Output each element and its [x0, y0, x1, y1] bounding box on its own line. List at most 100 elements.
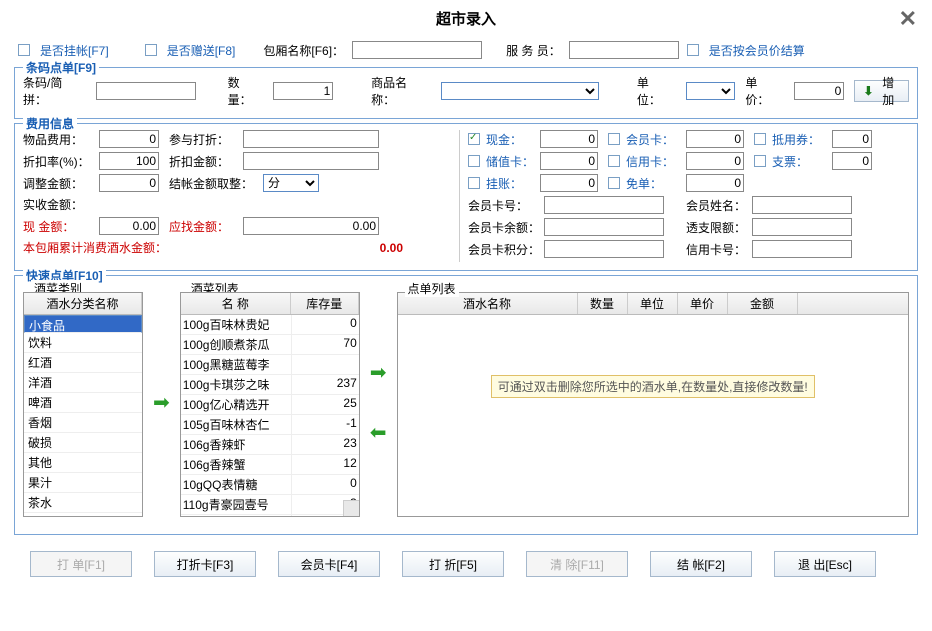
xianjin-r-input[interactable]: [540, 130, 598, 148]
fuwuyuan-label: 服 务 员：: [506, 42, 561, 59]
category-row[interactable]: 洋酒: [24, 373, 142, 393]
zengsong-label: 是否赠送[F8]: [167, 42, 236, 59]
chuzhi-input[interactable]: [540, 152, 598, 170]
diyong-checkbox[interactable]: [754, 133, 766, 145]
kahao-input[interactable]: [544, 196, 664, 214]
zhekoujine-label: 折扣金额：: [169, 153, 239, 170]
shangpin-select[interactable]: [441, 82, 599, 100]
tiaoma-label: 条码/简拼：: [23, 74, 86, 108]
guazhang-checkbox[interactable]: [18, 44, 30, 56]
dadan-button[interactable]: 打 单[F1]: [30, 551, 132, 577]
order-title: 点单列表: [405, 280, 459, 297]
zhekou-input[interactable]: [99, 152, 159, 170]
order-col-header: 数量: [578, 293, 628, 314]
category-list[interactable]: 酒水分类名称 小食品饮料红酒洋酒啤酒香烟破损其他果汁茶水: [23, 292, 143, 517]
canyu-label: 参与打折：: [169, 131, 239, 148]
hint-text: 可通过双击删除您所选中的酒水单,在数量处,直接修改数量!: [491, 375, 815, 398]
dialog-title: 超市录入: [436, 11, 496, 28]
leiji-label: 本包厢累计消费酒水金额：: [23, 239, 167, 256]
close-icon[interactable]: ✕: [899, 8, 917, 30]
canyu-input[interactable]: [243, 130, 379, 148]
miandan-input[interactable]: [686, 174, 744, 192]
wine-row[interactable]: 10gQQ表情糖0: [181, 475, 359, 495]
wine-row[interactable]: 100g创顺煮茶瓜70: [181, 335, 359, 355]
category-row[interactable]: 其他: [24, 453, 142, 473]
touzhi-input[interactable]: [752, 218, 852, 236]
xianjin-checkbox[interactable]: [468, 133, 480, 145]
huiyuanjie-label: 是否按会员价结算: [709, 42, 805, 59]
wine-row[interactable]: 110g青豪园壹号3: [181, 495, 359, 515]
barcode-legend: 条码点单[F9]: [23, 59, 99, 76]
add-button[interactable]: ⬇增加: [854, 80, 909, 102]
shuliang-input[interactable]: [273, 82, 333, 100]
xinyong-input[interactable]: [686, 152, 744, 170]
wine-row[interactable]: 100g百味林贵妃0: [181, 315, 359, 335]
category-row[interactable]: 红酒: [24, 353, 142, 373]
zhekoujine-input[interactable]: [243, 152, 379, 170]
tiaoma-input[interactable]: [96, 82, 196, 100]
huiyuan-input[interactable]: [686, 130, 744, 148]
dazheka-button[interactable]: 打折卡[F3]: [154, 551, 256, 577]
fuwuyuan-input[interactable]: [569, 41, 679, 59]
jiezhang-select[interactable]: 分: [263, 174, 319, 192]
move-left-icon[interactable]: ⬅: [370, 423, 387, 443]
yingzhao-input[interactable]: [243, 217, 379, 235]
yue-input[interactable]: [544, 218, 664, 236]
miandan-checkbox[interactable]: [608, 177, 620, 189]
arrow-right-icon[interactable]: ➡: [153, 393, 170, 413]
xinyong-checkbox[interactable]: [608, 155, 620, 167]
tiaozheng-label: 调整金额：: [23, 175, 95, 192]
category-row[interactable]: 茶水: [24, 493, 142, 513]
category-row[interactable]: 饮料: [24, 333, 142, 353]
xingming-input[interactable]: [752, 196, 852, 214]
dazhe-button[interactable]: 打 折[F5]: [402, 551, 504, 577]
wupin-input[interactable]: [99, 130, 159, 148]
yingzhao-label: 应找金额：: [169, 218, 239, 235]
huiyuan-checkbox[interactable]: [608, 133, 620, 145]
jifen-input[interactable]: [544, 240, 664, 258]
danwei-select[interactable]: [686, 82, 736, 100]
leiji-value: 0.00: [380, 241, 403, 255]
wine-row[interactable]: 106g香辣虾23: [181, 435, 359, 455]
category-row[interactable]: 果汁: [24, 473, 142, 493]
xinyonghao-input[interactable]: [752, 240, 852, 258]
down-arrow-icon: ⬇: [863, 84, 873, 98]
guazhang-r-checkbox[interactable]: [468, 177, 480, 189]
shishou-label: 实收金额：: [23, 196, 95, 213]
wine-list[interactable]: 名 称 库存量 100g百味林贵妃0100g创顺煮茶瓜70100g黑糖蓝莓李10…: [180, 292, 360, 517]
huiyuanjie-checkbox[interactable]: [687, 44, 699, 56]
category-row[interactable]: 香烟: [24, 413, 142, 433]
wine-row[interactable]: 100g黑糖蓝莓李: [181, 355, 359, 375]
wupin-label: 物品费用：: [23, 131, 95, 148]
zhipiao-input[interactable]: [832, 152, 872, 170]
danjia-input[interactable]: [794, 82, 844, 100]
jiezhang-label: 结帐金额取整：: [169, 175, 259, 192]
jiezhang-button[interactable]: 结 帐[F2]: [650, 551, 752, 577]
order-col-header: 单价: [678, 293, 728, 314]
category-row[interactable]: 啤酒: [24, 393, 142, 413]
wine-row[interactable]: 100g亿心精选开25: [181, 395, 359, 415]
shangpin-label: 商品名称：: [371, 74, 430, 108]
wine-row[interactable]: 100g卡琪莎之味237: [181, 375, 359, 395]
baoxiang-input[interactable]: [352, 41, 482, 59]
wine-row[interactable]: 105g百味林杏仁-1: [181, 415, 359, 435]
qingchu-button[interactable]: 清 除[F11]: [526, 551, 628, 577]
xianjin-label: 现 金额：: [23, 218, 95, 235]
cost-legend: 费用信息: [23, 115, 77, 132]
category-row[interactable]: 破损: [24, 433, 142, 453]
tuichu-button[interactable]: 退 出[Esc]: [774, 551, 876, 577]
chuzhi-checkbox[interactable]: [468, 155, 480, 167]
guazhang-r-input[interactable]: [540, 174, 598, 192]
order-list[interactable]: 酒水名称数量单位单价金额 可通过双击删除您所选中的酒水单,在数量处,直接修改数量…: [397, 292, 909, 517]
zhipiao-checkbox[interactable]: [754, 155, 766, 167]
xianjin-input[interactable]: [99, 217, 159, 235]
order-col-header: 金额: [728, 293, 798, 314]
move-right-icon[interactable]: ➡: [370, 363, 387, 383]
wine-row[interactable]: 106g香辣蟹12: [181, 455, 359, 475]
diyong-input[interactable]: [832, 130, 872, 148]
tiaozheng-input[interactable]: [99, 174, 159, 192]
wine-row[interactable]: 115g海湾开心香0: [181, 515, 359, 517]
zengsong-checkbox[interactable]: [145, 44, 157, 56]
huiyuanka-button[interactable]: 会员卡[F4]: [278, 551, 380, 577]
category-row[interactable]: 小食品: [24, 315, 142, 333]
